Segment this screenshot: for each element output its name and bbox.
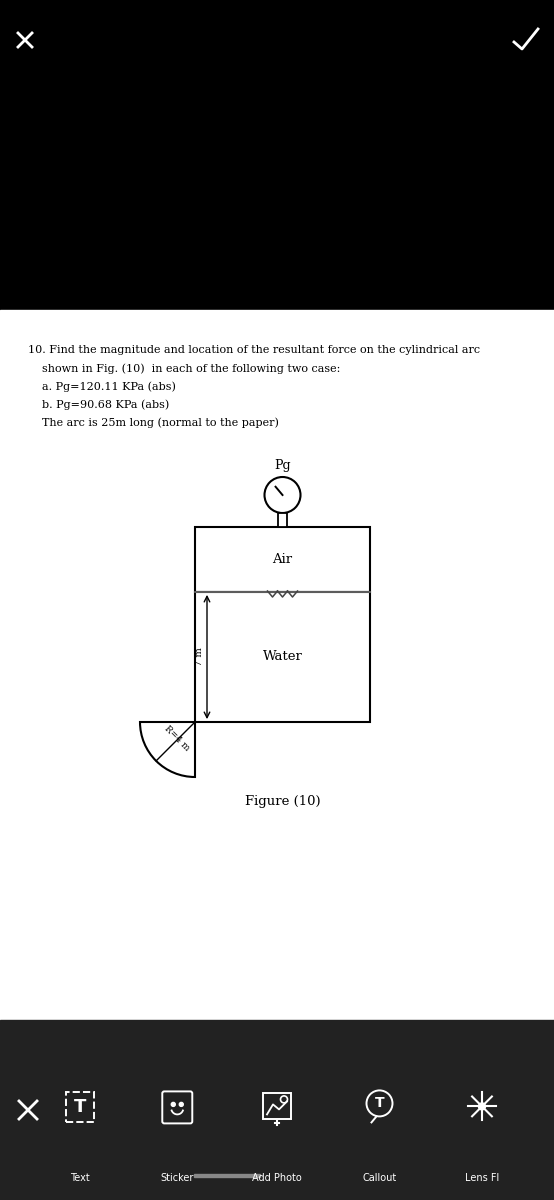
Text: Sticker: Sticker xyxy=(161,1174,194,1183)
Bar xyxy=(278,514,287,527)
Text: Lens Fl: Lens Fl xyxy=(465,1174,499,1183)
Text: 7 m: 7 m xyxy=(195,648,204,666)
Text: 10. Find the magnitude and location of the resultant force on the cylindrical ar: 10. Find the magnitude and location of t… xyxy=(28,346,480,355)
Text: The arc is 25m long (normal to the paper): The arc is 25m long (normal to the paper… xyxy=(28,416,279,427)
Text: Pg: Pg xyxy=(274,458,291,472)
Wedge shape xyxy=(140,722,195,778)
Text: T: T xyxy=(74,1098,86,1116)
Bar xyxy=(195,527,370,592)
Text: Add Photo: Add Photo xyxy=(252,1174,302,1183)
Text: shown in Fig. (10)  in each of the following two case:: shown in Fig. (10) in each of the follow… xyxy=(28,362,340,373)
Text: R=4 m: R=4 m xyxy=(162,724,191,752)
Text: Text: Text xyxy=(70,1174,90,1183)
Text: Callout: Callout xyxy=(362,1174,397,1183)
Circle shape xyxy=(179,1103,183,1106)
Text: T: T xyxy=(375,1097,384,1110)
Text: Air: Air xyxy=(273,553,293,566)
Bar xyxy=(0,1020,554,1200)
Text: Figure (10): Figure (10) xyxy=(245,794,320,808)
Bar xyxy=(195,592,370,722)
Text: b. Pg=90.68 KPa (abs): b. Pg=90.68 KPa (abs) xyxy=(28,398,170,409)
Circle shape xyxy=(171,1103,175,1106)
Bar xyxy=(194,1174,260,1176)
Text: Water: Water xyxy=(263,650,302,664)
Bar xyxy=(0,310,554,1020)
Bar xyxy=(263,1093,291,1120)
Circle shape xyxy=(479,1103,485,1110)
Text: a. Pg=120.11 KPa (abs): a. Pg=120.11 KPa (abs) xyxy=(28,382,176,391)
Bar xyxy=(66,1092,94,1122)
